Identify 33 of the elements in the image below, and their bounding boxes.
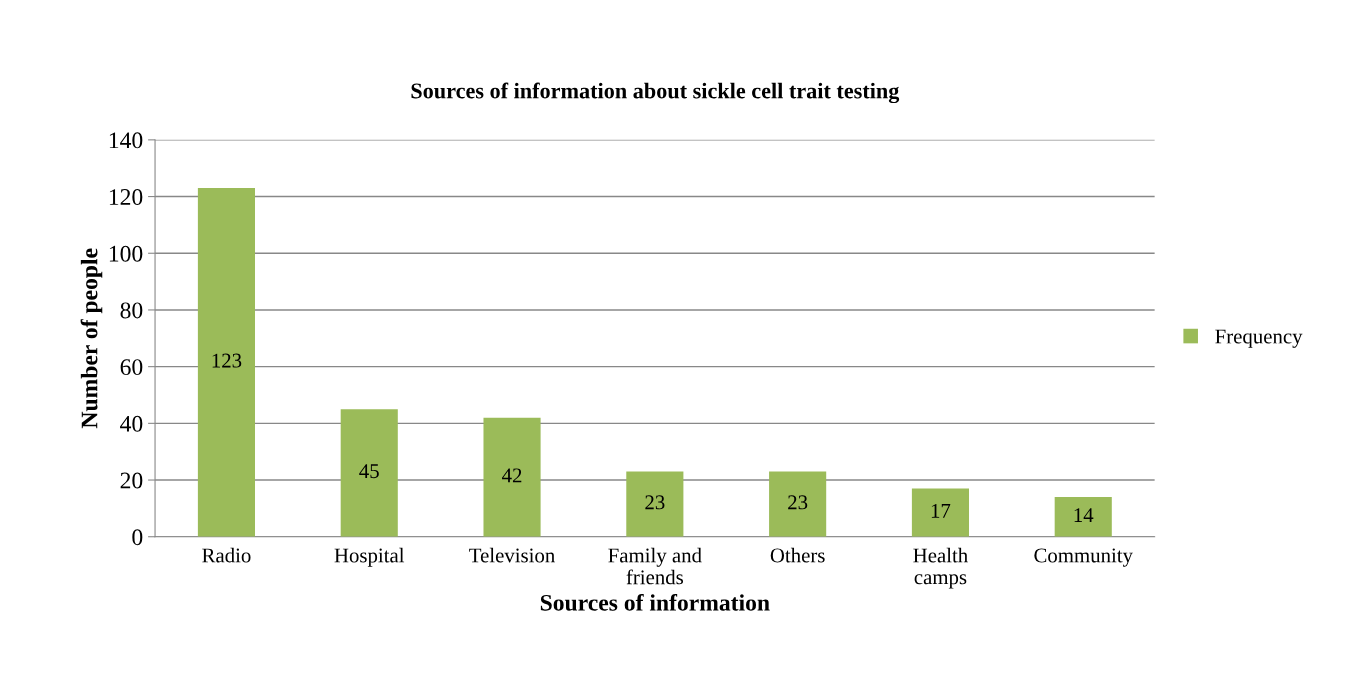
bar: [626, 471, 684, 537]
x-axis-title: Sources of information: [540, 593, 770, 611]
bar: [340, 409, 398, 537]
bar: [1054, 497, 1112, 537]
data-label: 17: [931, 503, 951, 518]
y-tick-label: 60: [120, 359, 143, 376]
data-label: 45: [359, 464, 379, 479]
x-tick-label: Community: [1034, 548, 1133, 567]
data-label: 23: [645, 495, 665, 510]
bar: [769, 471, 827, 537]
x-tick-label: Family and friends: [608, 547, 702, 585]
data-label: 23: [788, 495, 808, 510]
bar: [483, 417, 541, 537]
x-tick-label: Hospital: [334, 547, 405, 567]
y-axis-title: Number of people: [80, 248, 103, 429]
x-tick-label: Radio: [202, 547, 251, 563]
y-tick-label: 40: [120, 415, 143, 432]
bar: [197, 188, 255, 537]
bar: [911, 488, 969, 537]
y-tick-label: 120: [109, 189, 143, 205]
y-tick-label: 20: [120, 472, 143, 489]
chart-title: Sources of information about sickle cell trait testing: [411, 82, 900, 104]
y-tick-label: 80: [120, 302, 143, 319]
data-label: 123: [212, 353, 242, 368]
x-tick-label: Health camps: [913, 547, 968, 589]
data-label: 42: [502, 468, 522, 483]
x-tick-label: Television: [469, 547, 555, 563]
y-tick-label: 0: [132, 529, 143, 546]
y-tick-label: 100: [109, 245, 143, 262]
legend-label: Frequency: [1215, 329, 1303, 348]
y-tick-label: 140: [109, 132, 143, 149]
x-tick-label: Others: [770, 547, 825, 563]
data-label: 14: [1074, 508, 1094, 522]
